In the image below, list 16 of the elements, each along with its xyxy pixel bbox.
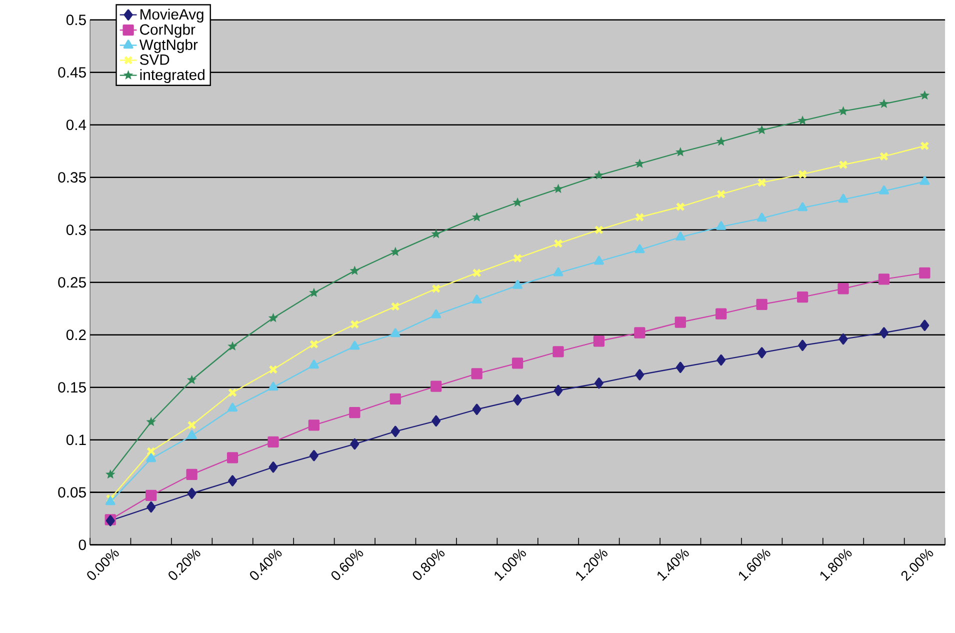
y-tick-label: 0.2 xyxy=(66,329,86,340)
legend-label: SVD xyxy=(140,54,170,65)
y-tick-label: 0.05 xyxy=(58,486,86,498)
y-tick-label: 0.25 xyxy=(58,276,86,288)
y-tick-label: 0 xyxy=(78,539,86,550)
y-tick-label: 0.4 xyxy=(66,119,86,130)
y-tick-label: 0.35 xyxy=(58,172,86,182)
y-tick-label: 0.1 xyxy=(66,434,86,445)
y-tick-label: 0.3 xyxy=(66,224,86,235)
legend-label: MovieAvg xyxy=(140,8,204,22)
y-tick-label: 0.45 xyxy=(58,66,86,78)
y-tick-label: 0.15 xyxy=(58,382,86,392)
legend-label: WgtNgbr xyxy=(139,38,198,53)
legend-label: CorNgbr xyxy=(140,24,196,38)
legend-label: integrated xyxy=(140,69,204,83)
y-tick-label: 0.5 xyxy=(66,14,86,25)
